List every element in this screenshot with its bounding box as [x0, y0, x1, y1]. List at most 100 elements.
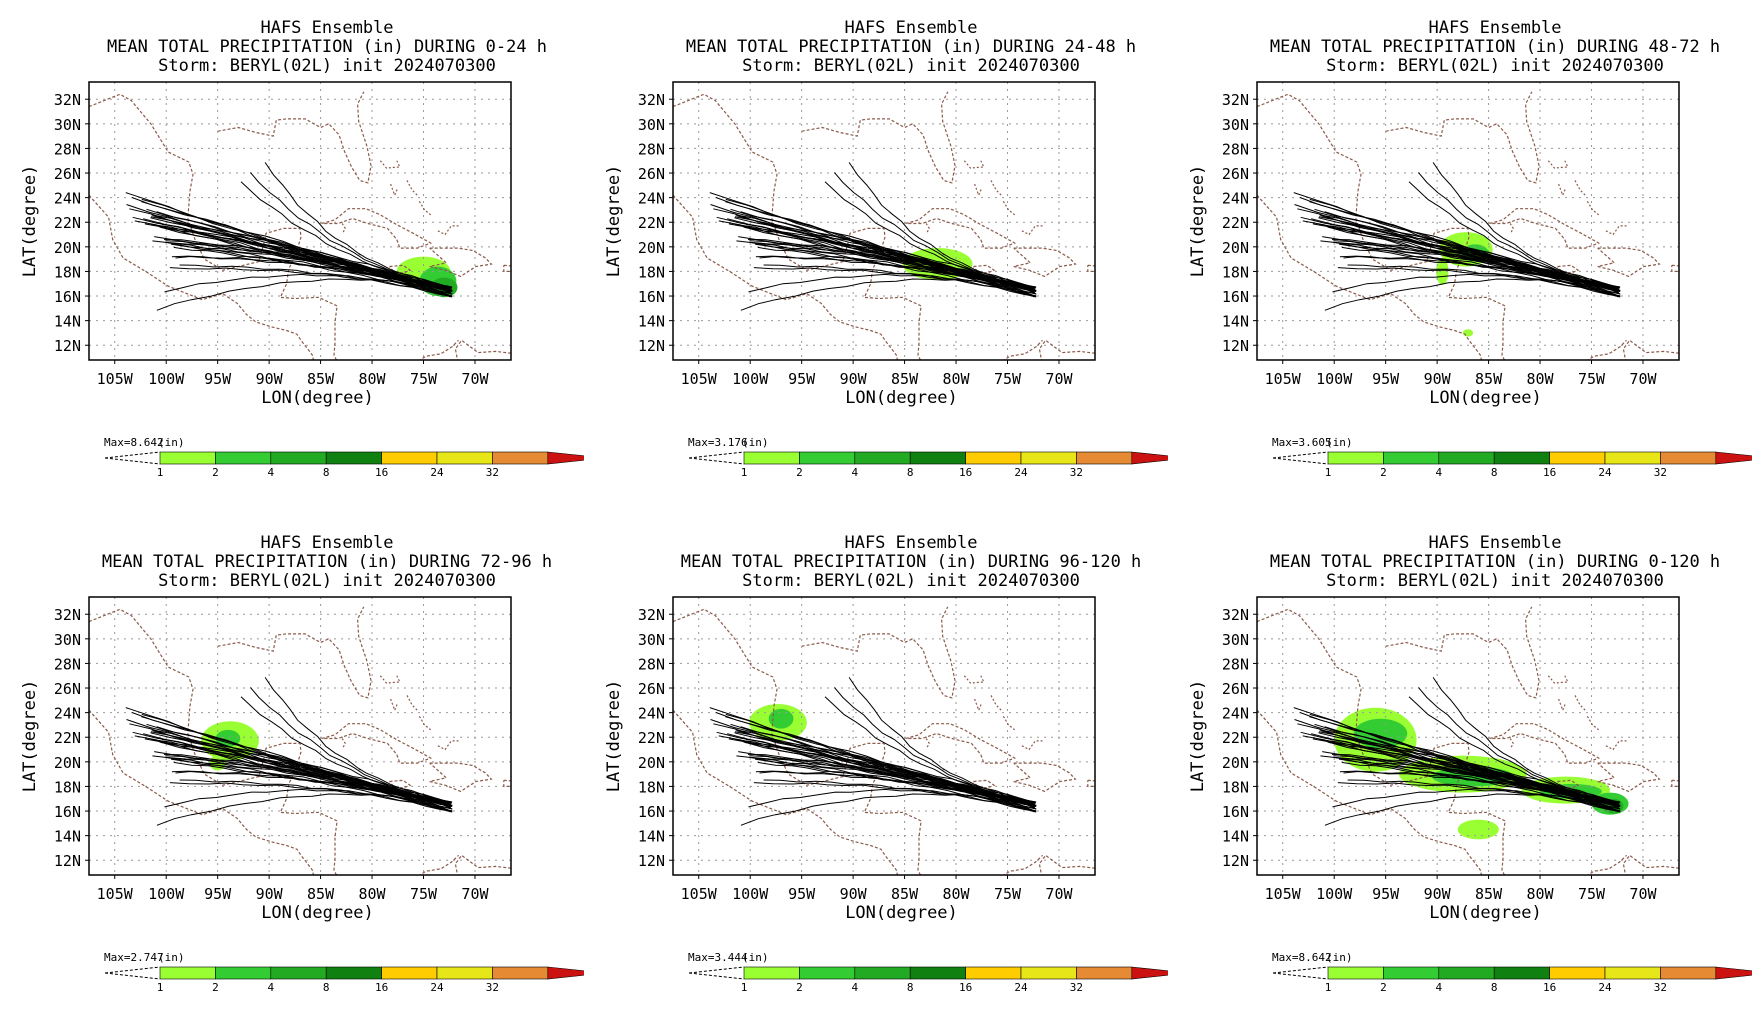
island-outline [1002, 715, 1016, 731]
coastline [905, 208, 1017, 249]
lon-tick-label: 80W [1527, 885, 1555, 903]
island-outline [437, 225, 459, 236]
colorbar-level-label: 1 [741, 466, 748, 479]
lat-tick-label: 20N [54, 754, 81, 772]
colorbar-segment [1383, 966, 1440, 980]
island-outline [529, 784, 532, 789]
colorbar-level-label: 4 [267, 466, 274, 479]
lon-tick-label: 75W [1578, 885, 1606, 903]
coastline [1557, 779, 1580, 789]
colorbar-segment [1604, 966, 1661, 980]
max-label: Max=8.642 [104, 436, 164, 449]
lat-tick-label: 12N [638, 852, 665, 870]
coastline [1257, 194, 1482, 360]
coastline [973, 264, 996, 274]
colorbar-segment [436, 451, 493, 465]
lat-tick-label: 32N [638, 606, 665, 624]
coastline [217, 606, 372, 699]
coastline [1385, 606, 1540, 699]
lat-tick-label: 30N [638, 116, 665, 134]
colorbar-level-label: 8 [1491, 466, 1498, 479]
island-outline [1697, 269, 1700, 274]
colorbar-level-label: 1 [157, 466, 164, 479]
lon-tick-label: 75W [410, 885, 438, 903]
lat-tick-label: 24N [638, 190, 665, 208]
island-outline [1113, 784, 1116, 789]
ensemble-track [132, 216, 451, 290]
map-area [89, 82, 511, 360]
island-outline [379, 675, 401, 684]
lat-tick-label: 12N [54, 337, 81, 355]
colorbar-level-label: 16 [1543, 466, 1556, 479]
lon-tick-label: 70W [1045, 885, 1073, 903]
colorbar-level-label: 8 [323, 981, 330, 994]
ensemble-track [1418, 687, 1620, 807]
lat-tick-label: 26N [638, 165, 665, 183]
lon-tick-label: 95W [788, 885, 816, 903]
ensemble-track [824, 696, 1037, 806]
coastline [503, 779, 511, 787]
lat-tick-label: 16N [638, 803, 665, 821]
island-outline [963, 675, 985, 684]
coastline [321, 208, 433, 249]
lat-tick-label: 22N [1222, 214, 1249, 232]
colorbar-segment [909, 451, 966, 465]
ensemble-track [1311, 218, 1619, 292]
lat-tick-label: 20N [1222, 754, 1249, 772]
lat-tick-label: 20N [638, 239, 665, 257]
x-axis-label: LON(degree) [845, 388, 958, 408]
ensemble-track [748, 273, 1036, 297]
colorbar-segment [492, 451, 549, 465]
colorbar-segment [1604, 451, 1661, 465]
lat-tick-label: 14N [1222, 313, 1249, 331]
colorbar-segment [799, 966, 856, 980]
colorbar-level-label: 2 [796, 466, 803, 479]
lon-tick-label: 95W [204, 370, 232, 388]
island-outline [963, 160, 985, 169]
lon-tick-label: 85W [1475, 885, 1503, 903]
ensemble-track [1408, 181, 1621, 291]
lon-tick-label: 100W [732, 370, 769, 388]
lat-tick-label: 22N [638, 214, 665, 232]
island-outline [390, 698, 399, 712]
lat-tick-label: 16N [1222, 288, 1249, 306]
storm-line: Storm: BERYL(02L) init 2024070300 [158, 56, 496, 76]
lon-tick-label: 100W [148, 885, 185, 903]
ensemble-track [1324, 793, 1620, 826]
coastline [1087, 779, 1095, 787]
ensemble-track [143, 218, 451, 292]
colorbar-segment [1438, 451, 1495, 465]
colorbar-level-label: 8 [323, 466, 330, 479]
lon-tick-label: 80W [1527, 370, 1555, 388]
colorbar-overflow [547, 451, 584, 465]
colorbar-level-label: 32 [486, 981, 499, 994]
coastline [1257, 608, 1506, 875]
island-outline [1697, 784, 1700, 789]
lat-tick-label: 32N [54, 606, 81, 624]
ensemble-track [126, 204, 451, 291]
map-area [673, 82, 1095, 360]
lat-tick-label: 26N [1222, 165, 1249, 183]
ensemble-track [716, 216, 1035, 290]
island-outline [406, 695, 418, 711]
colorbar-level-label: 16 [375, 466, 388, 479]
colorbar-underflow [104, 966, 161, 980]
map-panel: HAFS Ensemble MEAN TOTAL PRECIPITATION (i… [584, 0, 1168, 515]
colorbar-level-label: 2 [796, 981, 803, 994]
ensemble-track [1324, 278, 1620, 311]
map-panel: HAFS Ensemble MEAN TOTAL PRECIPITATION (i… [1168, 515, 1752, 1030]
lat-tick-label: 16N [638, 288, 665, 306]
island-outline [1558, 183, 1567, 197]
colorbar-level-label: 2 [212, 466, 219, 479]
island-outline [1021, 740, 1043, 751]
x-axis-label: LON(degree) [261, 388, 374, 408]
coastline [1597, 247, 1661, 278]
island-outline [341, 223, 346, 233]
units-label: (in) [158, 951, 185, 964]
panel-title: HAFS Ensemble [260, 18, 393, 38]
ensemble-track [1408, 696, 1621, 806]
lon-tick-label: 90W [256, 885, 284, 903]
